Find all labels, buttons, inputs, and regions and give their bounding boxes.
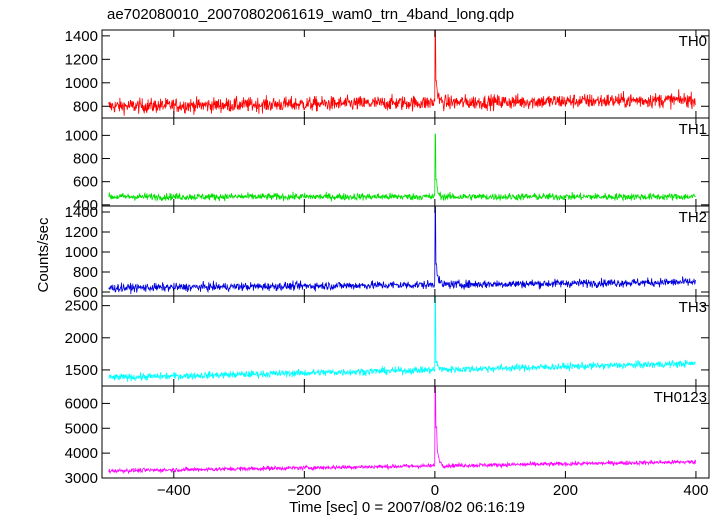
y-tick-label: 3000 xyxy=(65,470,98,487)
panels: 800 1000 1200 1400 TH0 400 600 800 1000 TH1 600 800… xyxy=(65,28,710,487)
y-tick-label: 800 xyxy=(73,264,98,281)
panel-label-th3: TH3 xyxy=(679,299,707,316)
panel-label-th0: TH0 xyxy=(679,33,707,50)
x-axis-label: Time [sec] 0 = 2007/08/02 06:16:19 xyxy=(289,499,525,516)
y-tick-label: 1200 xyxy=(65,51,98,68)
panel-label-th1: TH1 xyxy=(679,121,707,138)
y-tick-label: 800 xyxy=(73,98,98,115)
series-th2-line xyxy=(108,206,696,295)
panel-th3: 1500 2000 2500 TH3 xyxy=(65,295,710,387)
x-tick-label: 200 xyxy=(553,482,578,499)
y-tick-label: 5000 xyxy=(65,420,98,437)
series-th0-line xyxy=(108,29,696,116)
series-th1-line xyxy=(108,133,696,202)
y-tick-label: 1400 xyxy=(65,28,98,45)
x-axis: −400 −200 0 200 400 xyxy=(157,482,709,499)
y-tick-label: 1000 xyxy=(65,244,98,261)
chart-title: ae702080010_20070802061619_wam0_trn_4ban… xyxy=(107,6,514,23)
y-tick-label: 1500 xyxy=(65,362,98,379)
panel-label-th2: TH2 xyxy=(679,209,707,226)
panel-frame xyxy=(101,117,710,207)
panel-th2: 600 800 1000 1200 1400 TH2 xyxy=(65,204,710,301)
y-tick-label: 1000 xyxy=(65,75,98,92)
x-tick-label: 0 xyxy=(431,482,439,499)
panel-th1: 400 600 800 1000 TH1 xyxy=(65,117,710,214)
y-tick-label: 2500 xyxy=(65,298,98,315)
y-axis-label: Counts/sec xyxy=(35,217,52,293)
y-tick-label: 600 xyxy=(73,284,98,301)
series-th3-line xyxy=(108,295,696,382)
x-tick-label: −200 xyxy=(287,482,321,499)
y-tick-label: 400 xyxy=(73,197,98,214)
y-tick-label: 600 xyxy=(73,174,98,191)
panel-th0123: 3000 4000 5000 6000 TH0123 xyxy=(65,385,710,487)
x-tick-label: 400 xyxy=(683,482,708,499)
panel-frame xyxy=(101,385,710,479)
panel-frame xyxy=(101,205,710,297)
series-th0123-line xyxy=(108,385,696,475)
y-tick-label: 1200 xyxy=(65,224,98,241)
y-tick-label: 1000 xyxy=(65,127,98,144)
panel-label-th0123: TH0123 xyxy=(654,389,707,406)
y-tick-label: 2000 xyxy=(65,330,98,347)
y-tick-label: 1400 xyxy=(65,204,98,221)
x-tick-label: −400 xyxy=(157,482,191,499)
y-tick-label: 4000 xyxy=(65,445,98,462)
y-tick-label: 6000 xyxy=(65,395,98,412)
panel-th0: 800 1000 1200 1400 TH0 xyxy=(65,28,710,119)
y-tick-label: 800 xyxy=(73,151,98,168)
